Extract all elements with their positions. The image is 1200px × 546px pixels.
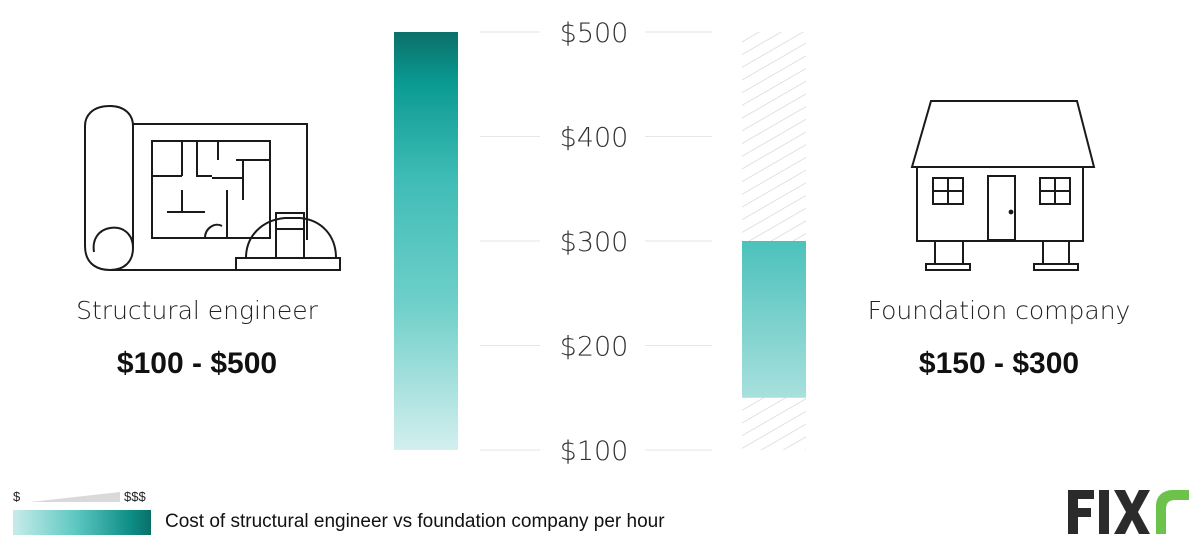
legend-max-symbol: $$$ bbox=[124, 489, 146, 504]
foundation-company-label: Foundation company bbox=[867, 296, 1131, 325]
bar-foundation-company bbox=[742, 241, 806, 398]
legend-wedge-icon bbox=[30, 492, 120, 502]
y-tick-label: $400 bbox=[560, 123, 629, 154]
house-on-piers-icon bbox=[910, 100, 1096, 271]
y-tick-label: $500 bbox=[560, 18, 629, 49]
legend-min-symbol: $ bbox=[13, 489, 21, 504]
y-tick-label: $200 bbox=[560, 332, 629, 363]
structural-engineer-label: Structural engineer bbox=[76, 296, 318, 325]
fixr-logo bbox=[1068, 490, 1189, 534]
blueprint-hardhat-icon bbox=[84, 105, 341, 272]
y-tick-label: $100 bbox=[560, 436, 629, 467]
legend-caption: Cost of structural engineer vs foundatio… bbox=[165, 511, 665, 532]
y-tick-label: $300 bbox=[560, 227, 629, 258]
bar-structural-engineer bbox=[394, 32, 458, 450]
legend-gradient-bar bbox=[13, 510, 151, 535]
structural-engineer-range: $100 - $500 bbox=[116, 347, 278, 380]
foundation-company-range: $150 - $300 bbox=[918, 347, 1080, 380]
